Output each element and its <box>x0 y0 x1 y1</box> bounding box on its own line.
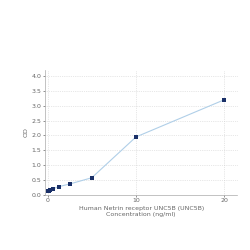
Point <box>48 188 52 192</box>
Point <box>90 176 94 180</box>
Point <box>134 135 138 139</box>
Point <box>46 190 50 194</box>
Point <box>57 185 61 189</box>
Point <box>68 182 72 186</box>
Point <box>51 187 55 191</box>
Point <box>47 188 51 192</box>
Y-axis label: OD: OD <box>24 128 29 138</box>
X-axis label: Human Netrin receptor UNC5B (UNC5B)
Concentration (ng/ml): Human Netrin receptor UNC5B (UNC5B) Conc… <box>78 206 204 217</box>
Point <box>222 98 226 102</box>
